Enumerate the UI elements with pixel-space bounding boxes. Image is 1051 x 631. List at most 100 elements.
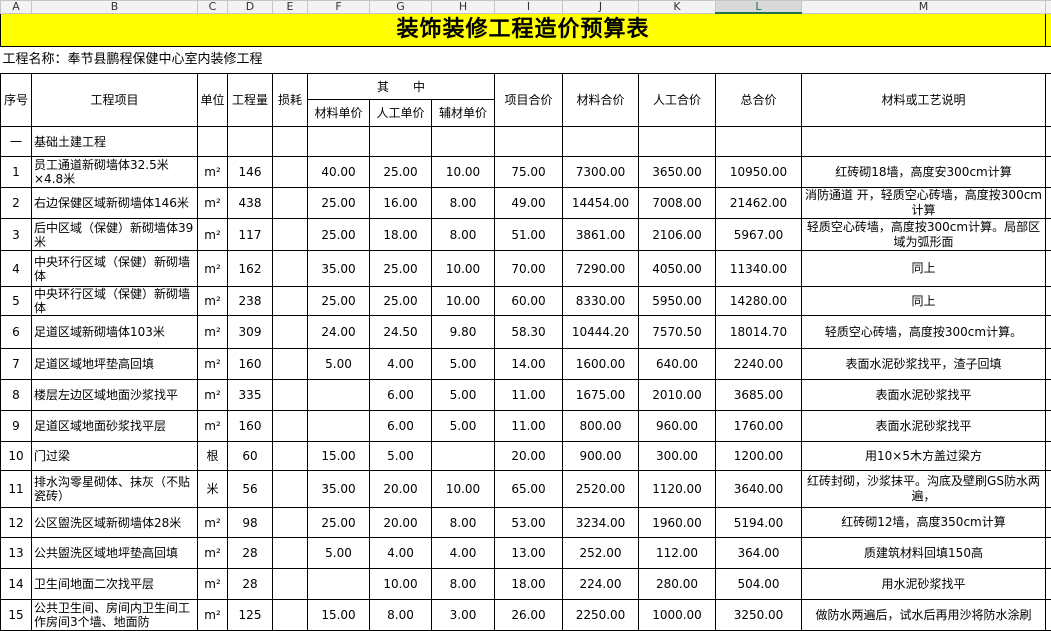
cell: 10950.00 (716, 157, 802, 188)
header-cell: 序号 (1, 74, 32, 127)
header-cell: 损耗 (273, 74, 308, 127)
cell: 楼层左边区域地面沙浆找平 (32, 380, 198, 411)
cell: 24.50 (370, 316, 432, 349)
cell (1046, 380, 1051, 411)
cell: 252.00 (563, 538, 639, 569)
cell: m² (198, 316, 228, 349)
header-cell: 其 中 (308, 74, 495, 100)
cell (308, 569, 370, 600)
column-header[interactable]: J (563, 1, 639, 14)
cell: m² (198, 251, 228, 287)
cell (273, 157, 308, 188)
cell: 117 (228, 219, 273, 251)
column-header[interactable]: C (198, 1, 228, 14)
cell (308, 127, 370, 157)
cell (1046, 157, 1051, 188)
cell (273, 287, 308, 316)
cell: 60.00 (495, 287, 563, 316)
row: 序号工程项目单位工程量损耗其 中项目合价材料合价人工合价总合价材料或工艺说明 (1, 74, 1051, 100)
cell: 51.00 (495, 219, 563, 251)
cell: 轻质空心砖墙，高度按300cm计算。 (802, 316, 1046, 349)
cell: m² (198, 411, 228, 442)
cell: 14454.00 (563, 188, 639, 219)
cell: 1960.00 (639, 508, 716, 538)
cell: 309 (228, 316, 273, 349)
cell: 224.00 (563, 569, 639, 600)
cell: 238 (228, 287, 273, 316)
cell: m² (198, 219, 228, 251)
cell: 14280.00 (716, 287, 802, 316)
cell: 65.00 (495, 471, 563, 508)
cell: 11340.00 (716, 251, 802, 287)
cell: 10444.20 (563, 316, 639, 349)
cell: 1 (1, 157, 32, 188)
cell (1046, 569, 1051, 600)
cell: 18.00 (370, 219, 432, 251)
cell (1046, 508, 1051, 538)
cell (1046, 442, 1051, 471)
cell (1046, 471, 1051, 508)
column-header[interactable]: B (32, 1, 198, 14)
cell: 后中区域（保健）新砌墙体39米 (32, 219, 198, 251)
cell: 8330.00 (563, 287, 639, 316)
cell: 12 (1, 508, 32, 538)
cell: 15.00 (308, 442, 370, 471)
cell: 25.00 (370, 287, 432, 316)
cell: 13.00 (495, 538, 563, 569)
column-header[interactable]: H (432, 1, 495, 14)
row: 工程名称：奉节县鹏程保健中心室内装修工程 (1, 47, 1051, 74)
cell: 红砖封砌，沙浆抹平。沟底及壁刷GS防水两遍， (802, 471, 1046, 508)
column-header[interactable]: F (308, 1, 370, 14)
cell: 卫生间地面二次找平层 (32, 569, 198, 600)
cell (273, 219, 308, 251)
cell (370, 127, 432, 157)
cell: 3685.00 (716, 380, 802, 411)
cell (273, 127, 308, 157)
cell: 消防通道 开，轻质空心砖墙，高度按300cm计算 (802, 188, 1046, 219)
cell (1046, 188, 1051, 219)
cell: 5.00 (432, 411, 495, 442)
cell (1046, 127, 1051, 157)
column-header[interactable]: E (273, 1, 308, 14)
cell: 3.00 (432, 600, 495, 631)
header-cell: 单位 (198, 74, 228, 127)
cell: 3250.00 (716, 600, 802, 631)
cell: 1675.00 (563, 380, 639, 411)
column-header[interactable]: M (802, 1, 1046, 14)
cell: 9.80 (432, 316, 495, 349)
cell: 2240.00 (716, 349, 802, 380)
cell: 8.00 (370, 600, 432, 631)
cell (1046, 219, 1051, 251)
cell: 3234.00 (563, 508, 639, 538)
cell: 5 (1, 287, 32, 316)
cell: 7008.00 (639, 188, 716, 219)
column-header[interactable]: G (370, 1, 432, 14)
column-header[interactable]: D (228, 1, 273, 14)
section-name: 基础土建工程 (32, 127, 198, 157)
cell: 300.00 (639, 442, 716, 471)
column-header[interactable]: L (716, 1, 802, 14)
column-header[interactable]: K (639, 1, 716, 14)
cell: 18014.70 (716, 316, 802, 349)
cell: 9 (1, 411, 32, 442)
row: 一基础土建工程 (1, 127, 1051, 157)
project-name: 工程名称：奉节县鹏程保健中心室内装修工程 (1, 47, 1046, 74)
column-header (1046, 1, 1051, 14)
cell: 6 (1, 316, 32, 349)
cell (273, 349, 308, 380)
cell (273, 471, 308, 508)
cell: 用10×5木方盖过梁方 (802, 442, 1046, 471)
cell (273, 442, 308, 471)
column-header[interactable]: A (1, 1, 32, 14)
cell: 15 (1, 600, 32, 631)
column-header[interactable]: I (495, 1, 563, 14)
cell: 中央环行区域（保健）新砌墙体 (32, 287, 198, 316)
cell: 58.30 (495, 316, 563, 349)
cell: 98 (228, 508, 273, 538)
